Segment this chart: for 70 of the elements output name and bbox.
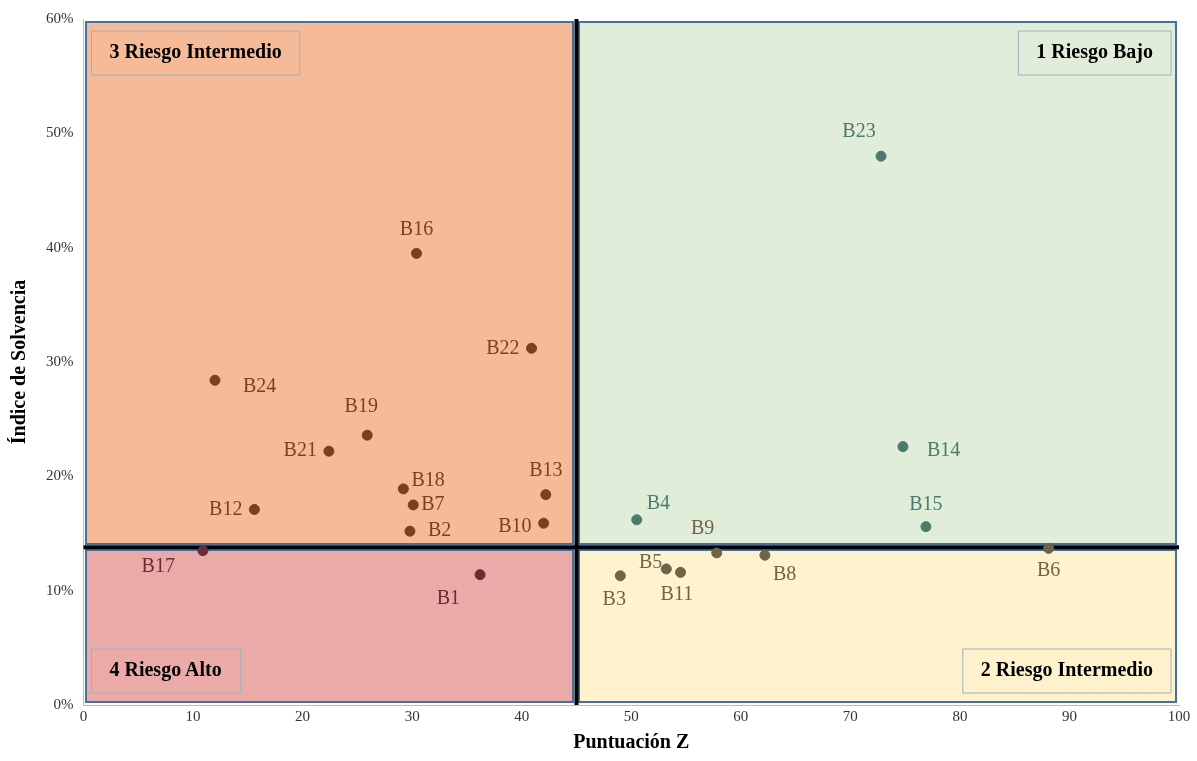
point — [759, 549, 771, 561]
data-label: B19 — [344, 394, 378, 417]
point — [897, 441, 909, 453]
point — [248, 503, 260, 515]
data-label: B9 — [691, 516, 715, 539]
x-tick-label: 20 — [295, 707, 311, 724]
x-tick-label: 100 — [1167, 707, 1191, 724]
data-label: B12 — [209, 496, 243, 519]
point — [323, 445, 335, 457]
x-tick-label: 80 — [952, 707, 968, 724]
point — [614, 570, 626, 582]
y-axis-title: Índice de Solvencia — [7, 279, 30, 445]
point — [197, 545, 209, 557]
y-tick-label: 20% — [46, 467, 74, 484]
annotation: 1 Riesgo Bajo — [1036, 40, 1154, 64]
x-tick-label: 60 — [733, 707, 749, 724]
point — [404, 525, 416, 537]
point — [631, 514, 643, 526]
point — [474, 569, 486, 581]
data-label: B18 — [411, 468, 445, 491]
data-label: B2 — [427, 518, 452, 541]
data-label: B11 — [660, 581, 694, 604]
data-label: B6 — [1036, 557, 1061, 580]
data-label: B15 — [909, 491, 943, 514]
y-tick-label: 40% — [46, 238, 74, 255]
point — [711, 547, 723, 559]
x-axis-title: Puntuación Z — [573, 730, 690, 753]
y-tick-label: 0% — [53, 695, 74, 712]
data-label: B3 — [602, 587, 626, 610]
point — [361, 429, 373, 441]
point — [660, 563, 672, 575]
x-tick-label: 50 — [623, 707, 639, 724]
data-label: B13 — [529, 457, 563, 480]
data-label: B16 — [399, 216, 434, 239]
annotation: 3 Riesgo Intermedio — [109, 40, 282, 64]
y-tick-label: 50% — [46, 124, 74, 141]
y-tick-label: 60% — [46, 9, 74, 26]
point — [209, 374, 221, 386]
point — [920, 521, 932, 533]
annotation: 2 Riesgo Intermedio — [980, 658, 1154, 682]
x-tick-label: 0 — [79, 707, 88, 724]
data-label: B5 — [638, 550, 663, 573]
y-tick-label: 10% — [46, 581, 74, 598]
annotation: 4 Riesgo Alto — [109, 658, 222, 682]
point — [675, 566, 687, 578]
point — [407, 499, 419, 511]
point — [397, 483, 409, 495]
data-label: B17 — [141, 553, 175, 576]
data-label: B23 — [842, 119, 876, 142]
data-label: B22 — [486, 335, 520, 358]
point — [411, 247, 423, 259]
x-tick-label: 90 — [1061, 707, 1077, 724]
point — [540, 489, 552, 501]
point — [875, 150, 887, 162]
data-label: B21 — [283, 438, 317, 461]
data-label: B8 — [772, 562, 797, 585]
data-label: B4 — [646, 491, 671, 514]
y-tick-label: 30% — [46, 352, 74, 369]
data-label: B10 — [498, 514, 532, 537]
x-tick-label: 70 — [842, 707, 858, 724]
x-tick-label: 40 — [514, 707, 530, 724]
x-tick-label: 10 — [185, 707, 201, 724]
x-tick-label: 30 — [404, 707, 420, 724]
point — [538, 517, 550, 529]
point — [1043, 542, 1055, 554]
point — [526, 342, 538, 354]
data-label: B14 — [926, 437, 961, 460]
data-label: B1 — [436, 585, 461, 608]
data-label: B7 — [421, 492, 445, 515]
data-label: B24 — [242, 373, 277, 396]
